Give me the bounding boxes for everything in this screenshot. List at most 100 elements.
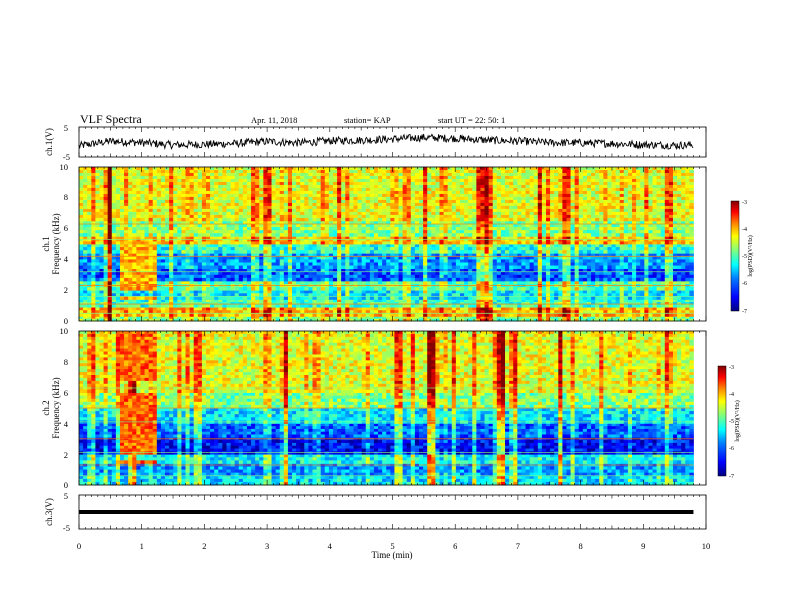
spec1-cell <box>283 307 289 311</box>
spec1-cell <box>472 293 477 297</box>
spec1-cell <box>312 302 317 305</box>
spec1-cell <box>468 293 473 297</box>
spec1-cell <box>472 299 477 303</box>
spec1-cell <box>140 220 145 225</box>
spec1-cell <box>79 318 84 322</box>
spec1-cell <box>349 302 354 305</box>
spec1-cell <box>332 274 338 279</box>
spec1-cell <box>177 268 182 273</box>
spec1-cell <box>394 271 399 276</box>
spec1-cell <box>599 238 604 242</box>
spec1-cell <box>419 318 424 322</box>
spec1-cell <box>439 307 444 311</box>
spec1-cell <box>529 265 535 270</box>
spec1-cell <box>357 236 363 240</box>
spec1-cell <box>189 236 195 240</box>
spec1-cell <box>300 223 305 228</box>
spec1-cell <box>439 296 444 300</box>
spec1-cell <box>91 296 96 300</box>
spec1-cell <box>304 256 309 260</box>
spec1-cell <box>119 318 125 322</box>
spec1-cell <box>148 277 154 282</box>
spec1-cell <box>373 304 379 308</box>
spec1-cell <box>627 262 633 266</box>
spec1-cell <box>627 250 633 254</box>
spec1-cell <box>660 256 666 260</box>
spec1-cell <box>447 318 453 322</box>
ch1-wave-line <box>78 133 694 151</box>
spec1-cell <box>406 293 412 297</box>
spec1-cell <box>136 236 141 240</box>
spec1-cell <box>599 247 604 251</box>
spec1-cell <box>341 241 346 245</box>
spec1-cell <box>332 307 338 311</box>
spec1-cell <box>447 287 453 291</box>
spec1-cell <box>308 299 313 303</box>
spec1-cell <box>275 299 281 303</box>
spec1-cell <box>566 287 571 291</box>
spec1-cell <box>292 277 297 282</box>
spec1-cell <box>144 265 150 270</box>
spec1-cell <box>423 302 428 305</box>
spec1-cell <box>410 223 416 228</box>
spec1-cell <box>476 256 481 260</box>
spec1-cell <box>144 250 150 254</box>
spec1-cell <box>369 299 375 303</box>
spec1-cell <box>464 318 469 322</box>
spec1-cell <box>533 277 539 282</box>
spec1-cell <box>251 247 256 251</box>
spec1-cell <box>300 290 305 294</box>
spec1-cell <box>341 271 346 276</box>
spec1-cell <box>459 304 465 308</box>
spec1-cell <box>644 307 649 311</box>
spec1-cell <box>177 299 182 303</box>
spec1-cell <box>496 271 502 276</box>
spec1-cell <box>537 304 543 308</box>
spec1-cell <box>455 244 461 248</box>
spec1-cell <box>464 296 469 300</box>
spec1-cell <box>332 277 338 282</box>
spec1-cell <box>119 223 125 228</box>
spec1-cell <box>148 236 154 240</box>
spec1-cell <box>95 259 100 263</box>
spec1-cell <box>193 265 199 270</box>
spec1-cell <box>627 236 633 240</box>
spec1-cell <box>447 293 453 297</box>
spec1-cell <box>328 253 334 257</box>
spec1-cell <box>128 227 133 231</box>
spec1-cell <box>525 247 531 251</box>
spec1-cell <box>578 310 584 314</box>
spec1-cell <box>656 296 662 300</box>
spec1-cell <box>308 302 313 305</box>
spec1-cell <box>83 287 88 291</box>
spec1-cell <box>99 307 104 311</box>
spec1-cell <box>558 223 563 228</box>
spec1-cell <box>242 259 248 263</box>
spec1-cell <box>390 253 395 257</box>
spec1-cell <box>533 274 539 279</box>
spec1-cell <box>632 250 637 254</box>
spec1-cell <box>271 287 277 291</box>
spec1-cell <box>509 250 514 254</box>
spec1-cell <box>656 287 662 291</box>
spec1-cell <box>623 268 629 273</box>
spec1-cell <box>193 230 199 234</box>
spec1-cell <box>165 313 170 317</box>
spec1-cell <box>193 250 199 254</box>
spec1-cell <box>337 313 342 317</box>
spec1-cell <box>611 310 617 314</box>
spec1-cell <box>111 293 117 297</box>
spec1-cell <box>615 265 621 270</box>
spec1-cell <box>447 268 453 273</box>
spec1-cell <box>275 227 281 231</box>
spec1-cell <box>439 287 444 291</box>
spec1-cell <box>369 236 375 240</box>
spec1-cell <box>337 304 342 308</box>
spec1-cell <box>484 259 490 263</box>
spec1-cell <box>468 241 473 245</box>
spec1-cell <box>468 220 473 225</box>
spec1-cell <box>283 290 289 294</box>
spec1-cell <box>390 241 395 245</box>
spec1-cell <box>300 244 305 248</box>
spec1-cell <box>296 310 301 314</box>
